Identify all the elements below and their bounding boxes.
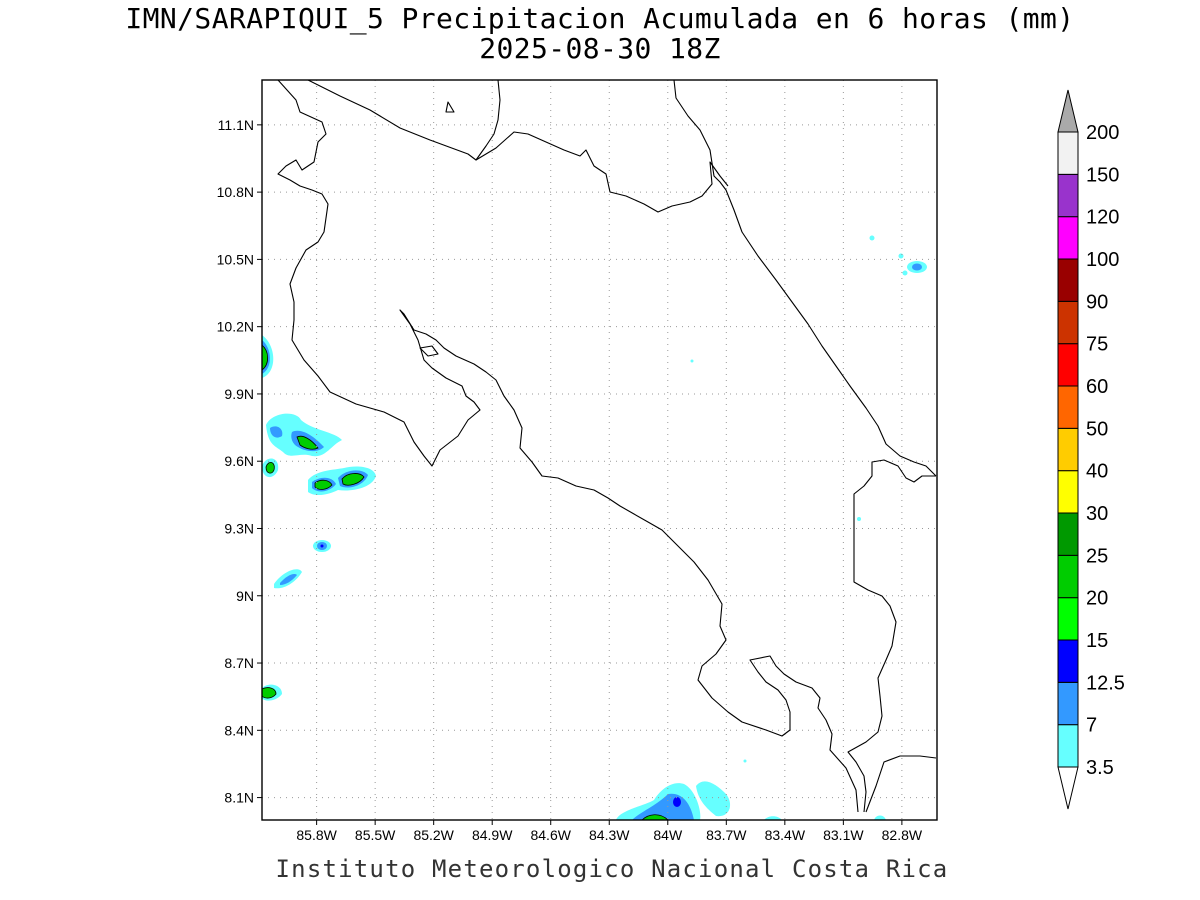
colorbar: 3.5 7 12.5 15 20 25 30 40 50 60 75 90 100 120 150 200 [1057, 89, 1125, 810]
colorbar-level-label: 30 [1086, 503, 1108, 525]
colorbar-level-label: 15 [1086, 630, 1108, 652]
lat-tick-label: 11.1N [218, 117, 254, 133]
colorbar-swatch [1057, 512, 1079, 556]
lon-tick-label: 84.3W [589, 827, 630, 843]
colorbar-swatch [1057, 427, 1079, 472]
colorbar-over-arrow [1057, 89, 1079, 133]
colorbar-swatch [1057, 343, 1079, 387]
colorbar-level-label: 20 [1086, 588, 1108, 610]
rain-cell [673, 797, 681, 807]
colorbar-level-label: 50 [1086, 418, 1108, 440]
lat-tick-label: 9N [236, 588, 254, 604]
lon-tick-label: 82.8W [882, 827, 923, 843]
rain-cell [320, 544, 324, 548]
precipitation-cells [261, 235, 927, 821]
rain-cell [869, 235, 875, 241]
lat-tick-label: 10.8N [217, 184, 254, 200]
colorbar-swatch [1057, 724, 1079, 768]
lon-tick-label: 85.5W [355, 827, 396, 843]
colorbar-level-label: 7 [1086, 715, 1097, 737]
colorbar-swatch [1057, 300, 1079, 345]
rain-cell [898, 253, 904, 259]
lon-tick-label: 83.7W [706, 827, 747, 843]
lat-tick-label: 10.5N [217, 251, 254, 267]
colorbar-swatch [1057, 639, 1079, 683]
colorbar-swatch [1057, 173, 1079, 218]
rain-cell [261, 687, 277, 699]
rain-cell [857, 517, 861, 521]
colorbar-level-label: 120 [1086, 207, 1119, 229]
rain-cell [764, 816, 782, 820]
rain-cell [341, 473, 365, 486]
colorbar-swatch [1057, 681, 1079, 726]
rain-cell [902, 270, 908, 276]
colorbar-swatch [1057, 131, 1079, 175]
lat-tick-label: 9.9N [224, 386, 254, 402]
lon-tick-label: 84W [653, 827, 683, 843]
rain-cell [690, 359, 694, 363]
colorbar-level-label: 12.5 [1086, 672, 1125, 694]
map-title: IMN/SARAPIQUI_5 Precipitacion Acumulada … [125, 2, 1075, 35]
lon-tick-label: 85.2W [413, 827, 454, 843]
rain-cell [314, 479, 333, 490]
rain-cell [280, 573, 297, 585]
colorbar-level-label: 200 [1086, 122, 1119, 144]
colorbar-level-label: 75 [1086, 334, 1108, 356]
colorbar-swatch [1057, 470, 1079, 514]
colorbar-level-label: 25 [1086, 545, 1108, 567]
rain-cell [874, 815, 886, 820]
lat-tick-label: 8.1N [224, 790, 254, 806]
rain-cell [296, 435, 319, 450]
lon-tick-label: 85.8W [296, 827, 337, 843]
colorbar-level-label: 40 [1086, 461, 1108, 483]
rain-cell [696, 781, 731, 817]
map-datetime: 2025-08-30 18Z [479, 32, 721, 65]
lon-tick-label: 84.6W [530, 827, 571, 843]
graticule [262, 80, 937, 820]
colorbar-swatch [1057, 385, 1079, 429]
rain-cell [743, 759, 747, 763]
institution-credit: Instituto Meteorologico Nacional Costa R… [275, 855, 949, 883]
rain-cell [912, 263, 922, 271]
colorbar-level-label: 150 [1086, 164, 1119, 186]
latitude-axis: 11.1N 10.8N 10.5N 10.2N 9.9N 9.6N 9.3N 9N 8.7N 8.… [217, 117, 262, 806]
colorbar-swatch [1057, 597, 1079, 641]
longitude-axis: 85.8W 85.5W 85.2W 84.9W 84.6W 84.3W 84W 83.7W 83… [296, 820, 923, 843]
lat-tick-label: 8.7N [224, 655, 254, 671]
map-frame [261, 79, 938, 821]
colorbar-swatch [1057, 554, 1079, 599]
coastline [277, 79, 937, 813]
lat-tick-label: 8.4N [224, 722, 254, 738]
colorbar-level-label: 100 [1086, 249, 1119, 271]
lon-tick-label: 83.1W [823, 827, 864, 843]
lat-tick-label: 9.3N [224, 520, 254, 536]
colorbar-level-label: 60 [1086, 376, 1108, 398]
rain-cell [270, 426, 283, 438]
lat-tick-label: 10.2N [217, 319, 254, 335]
colorbar-under-arrow [1057, 766, 1079, 810]
colorbar-level-label: 90 [1086, 291, 1108, 313]
colorbar-swatch [1057, 258, 1079, 302]
lon-tick-label: 84.9W [472, 827, 513, 843]
colorbar-level-label: 3.5 [1086, 757, 1114, 779]
lat-tick-label: 9.6N [224, 453, 254, 469]
colorbar-swatch [1057, 216, 1079, 260]
lon-tick-label: 83.4W [765, 827, 806, 843]
rain-cell [265, 462, 275, 474]
